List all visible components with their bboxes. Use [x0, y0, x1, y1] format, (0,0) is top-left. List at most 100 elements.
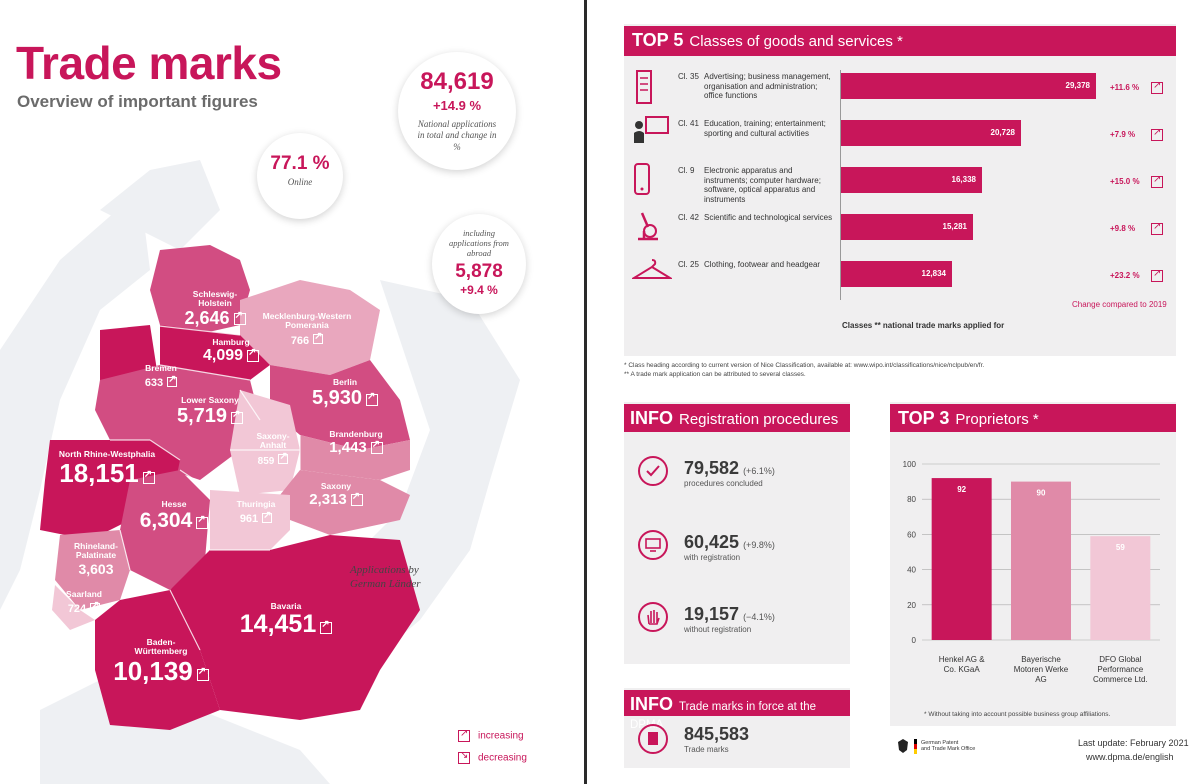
document-icon	[638, 724, 668, 754]
class-description: Scientific and technological services	[704, 213, 833, 222]
increase-arrow-icon	[196, 515, 209, 530]
increase-arrow-icon	[458, 729, 470, 742]
top3-note: * Without taking into account possible b…	[924, 711, 1111, 718]
state-value: 5,930	[311, 387, 363, 410]
state-value: 961	[239, 513, 259, 526]
checkmark-icon	[638, 456, 668, 486]
category-label: DFO Global Performance Commerce Ltd.	[1093, 655, 1148, 684]
top3-heading-strong: TOP 3	[898, 408, 950, 428]
state-hesse: Hesse 6,304	[134, 499, 214, 532]
abroad-note: including applications from abroad	[449, 228, 509, 259]
saarland-region	[52, 585, 95, 630]
info-item-with-registration: 60,425 (+9.8%) with registration	[684, 532, 775, 562]
total-note: National applications in total and chang…	[417, 119, 497, 152]
top5-heading-rest: Classes of goods and services *	[689, 33, 903, 50]
bar-value-label: 59	[1116, 543, 1125, 552]
increase-arrow-icon	[142, 470, 155, 485]
germany-map	[0, 160, 520, 784]
state-value: 724	[67, 603, 87, 616]
class-bar: 12,834	[840, 261, 952, 287]
online-bubble: 77.1 % Online	[257, 133, 343, 219]
state-name: North Rhine-Westphalia	[58, 449, 156, 459]
top5-change-note: Change compared to 2019	[1072, 300, 1167, 309]
class-code: Cl. 35	[678, 72, 699, 81]
page-divider	[584, 0, 587, 784]
state-saarland: Saarland 724	[56, 589, 112, 617]
state-value: 633	[144, 377, 164, 390]
top5-footnote-2: ** A trade mark application can be attri…	[624, 371, 806, 378]
info-force-heading-strong: INFO	[630, 694, 673, 714]
state-name: Hesse	[161, 499, 187, 509]
increase-arrow-icon	[196, 667, 209, 682]
info-sub: procedures concluded	[684, 479, 763, 488]
saxony-region	[280, 470, 410, 535]
info-change: (−4.1%)	[743, 612, 775, 622]
class-code: Cl. 42	[678, 213, 699, 222]
info-value: 79,582	[684, 458, 740, 478]
class-description: Clothing, footwear and headgear	[704, 260, 821, 269]
class-change: +7.9 %	[1110, 130, 1136, 139]
class-bar: 29,378	[840, 73, 1096, 99]
state-name: Bremen	[145, 363, 177, 373]
class-change: +15.0 %	[1110, 177, 1140, 186]
state-saxony: Saxony 2,313	[286, 481, 386, 509]
state-rhineland: Rhineland-Palatinate 3,603	[64, 541, 128, 578]
class-change: +9.8 %	[1110, 224, 1136, 233]
increase-arrow-icon	[366, 392, 379, 407]
map-caption: Applications by German Länder	[350, 564, 421, 590]
dpma-url[interactable]: www.dpma.de/english	[1086, 752, 1174, 762]
state-name: Saxony	[320, 481, 352, 491]
hesse-region	[120, 470, 210, 590]
info-sub: without registration	[684, 625, 752, 634]
presentation-icon	[632, 115, 672, 150]
info-value: 19,157	[684, 604, 740, 624]
berlin-region	[270, 360, 410, 450]
state-thuringia: Thuringia 961	[228, 499, 284, 527]
increase-arrow-icon	[1151, 269, 1163, 282]
increase-arrow-icon	[233, 311, 246, 326]
rhineland-region	[55, 530, 130, 610]
state-value: 4,099	[202, 347, 244, 365]
increase-arrow-icon	[278, 452, 289, 465]
increase-arrow-icon	[1151, 222, 1163, 235]
legend-increasing-label: increasing	[478, 730, 524, 742]
microscope-icon	[632, 209, 662, 248]
state-name: Berlin	[332, 377, 358, 387]
state-saxony-anhalt: Saxony-Anhalt 859	[248, 431, 298, 468]
class-bar: 15,281	[840, 214, 973, 240]
phone-icon	[632, 162, 652, 203]
increase-arrow-icon	[1151, 175, 1163, 188]
state-lower-saxony: Lower Saxony 5,719	[170, 395, 250, 427]
top5-axis-line	[840, 70, 841, 300]
online-note: Online	[287, 177, 313, 187]
state-name: Brandenburg	[329, 429, 383, 439]
office-line-2: and Trade Mark Office	[921, 746, 976, 752]
decrease-arrow-icon	[458, 751, 470, 764]
bar-value-label: 92	[957, 485, 966, 494]
state-value: 2,646	[184, 307, 230, 328]
dpma-logo: German Patent and Trade Mark Office	[896, 738, 975, 754]
state-baden-wuerttemberg: Baden-Württemberg 10,139	[98, 637, 224, 686]
office-line-1: German Patent	[921, 739, 959, 746]
total-change: +14.9 %	[432, 98, 482, 113]
proprietor-bar	[931, 478, 992, 640]
top3-heading-rest: Proprietors *	[955, 411, 1039, 428]
info-force-sub: Trade marks	[684, 745, 729, 754]
class-change: +11.6 %	[1110, 83, 1140, 92]
info-value: 60,425	[684, 532, 740, 552]
info-force-item: 845,583 Trade marks	[684, 724, 749, 754]
state-hamburg: Hamburg 4,099	[196, 337, 266, 365]
saxony-anhalt-region	[230, 390, 300, 495]
increase-arrow-icon	[1151, 81, 1163, 94]
info-registration-heading-strong: INFO	[630, 408, 673, 428]
increase-arrow-icon	[262, 511, 273, 524]
state-value: 3,603	[78, 560, 114, 577]
state-value: 10,139	[113, 655, 193, 686]
mecklenburg-region	[240, 280, 380, 375]
state-value: 859	[257, 455, 275, 467]
info-force-value: 845,583	[684, 724, 750, 744]
class-change: +23.2 %	[1110, 271, 1140, 280]
class-code: Cl. 9	[678, 166, 695, 175]
state-value: 1,443	[329, 439, 367, 457]
bavaria-region	[170, 535, 420, 720]
